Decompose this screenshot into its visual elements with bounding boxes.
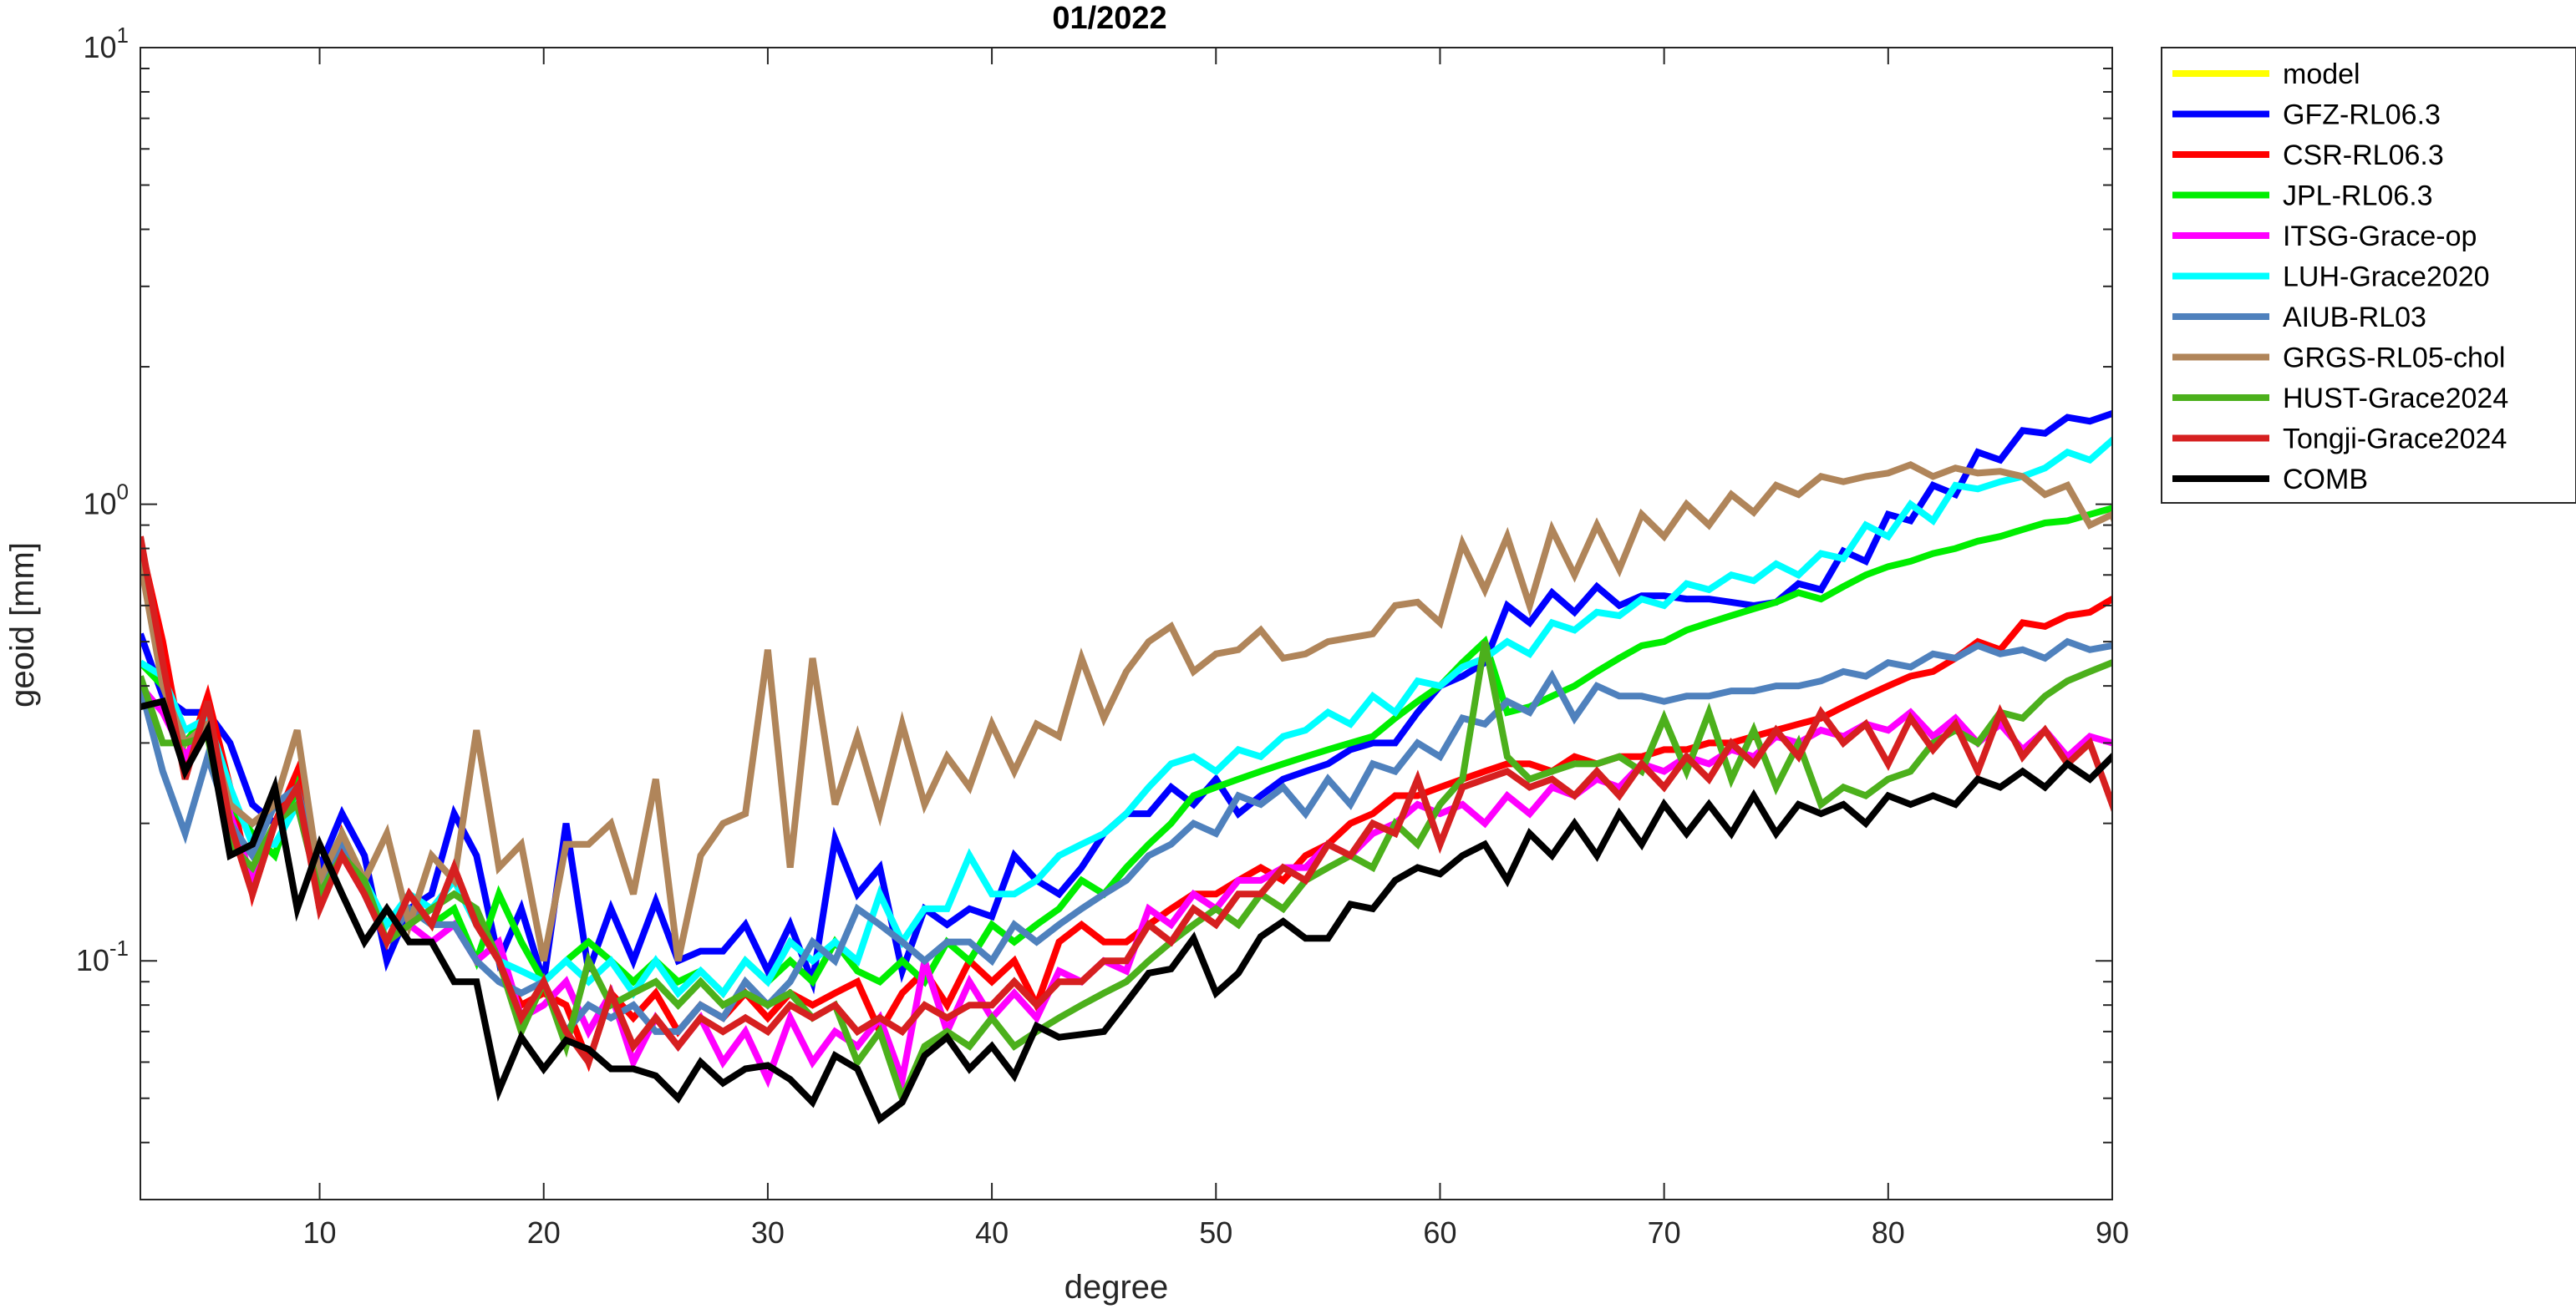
series-line-hust-grace2024 (140, 641, 2112, 1108)
x-tick-label: 20 (527, 1215, 561, 1250)
x-tick-label: 80 (1872, 1215, 1905, 1250)
x-tick-label: 50 (1199, 1215, 1232, 1250)
legend-label-csr-rl06-3: CSR-RL06.3 (2283, 140, 2444, 171)
x-axis-label: degree (1064, 1269, 1169, 1306)
x-tick-label: 90 (2096, 1215, 2129, 1250)
legend-label-jpl-rl06-3: JPL-RL06.3 (2283, 180, 2433, 212)
x-tick-label: 40 (975, 1215, 1009, 1250)
legend-label-hust-grace2024: HUST-Grace2024 (2283, 383, 2508, 414)
series-line-tongji-grace2024 (140, 535, 2112, 1070)
plot-area (140, 48, 2112, 1200)
series-line-grgs-rl05-chol (140, 461, 2112, 962)
legend-label-luh-grace2020: LUH-Grace2020 (2283, 261, 2490, 293)
legend-label-tongji-grace2024: Tongji-Grace2024 (2283, 424, 2507, 455)
x-tick-label: 10 (303, 1215, 337, 1250)
legend-label-model: model (2283, 58, 2360, 90)
y-axis-label: geoid [mm] (4, 542, 41, 708)
x-axis: 10 20 30 40 50 60 70 80 90 (303, 48, 2129, 1250)
series-layer (140, 410, 2112, 1124)
legend-label-itsg-grace-op: ITSG-Grace-op (2283, 221, 2477, 252)
axes-box (140, 47, 2113, 1200)
x-tick-label: 70 (1648, 1215, 1681, 1250)
x-tick-label: 60 (1423, 1215, 1456, 1250)
y-tick-label: 10-1 (76, 936, 129, 977)
y-tick-label: 100 (83, 479, 129, 521)
legend-label-aiub-rl03: AIUB-RL03 (2283, 302, 2426, 333)
series-line-comb (140, 697, 2112, 1124)
y-tick-label: 101 (83, 23, 129, 64)
legend-label-comb: COMB (2283, 464, 2368, 495)
legend: model GFZ-RL06.3 CSR-RL06.3 JPL-RL06.3 ITSG-… (2161, 47, 2576, 504)
x-tick-label: 30 (751, 1215, 785, 1250)
legend-label-gfz-rl06-3: GFZ-RL06.3 (2283, 99, 2441, 131)
series-line-aiub-rl03 (140, 637, 2112, 1038)
legend-label-grgs-rl05-chol: GRGS-RL05-chol (2283, 342, 2505, 374)
y-axis: 10-1 100 101 (76, 23, 2112, 1200)
chart-title: 01/2022 (1052, 1, 1166, 36)
